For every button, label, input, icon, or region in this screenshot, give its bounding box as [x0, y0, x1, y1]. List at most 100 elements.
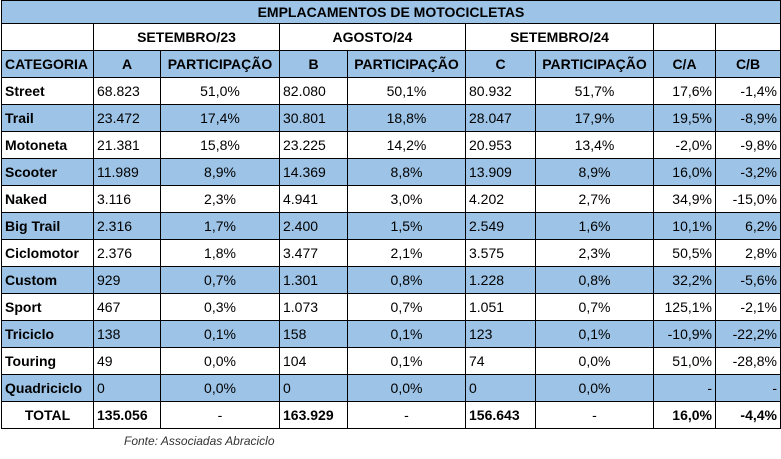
- column-header: C: [465, 50, 536, 78]
- column-header: C/B: [715, 50, 781, 78]
- value-cell: 82.080: [279, 77, 348, 105]
- value-cell: 20.953: [465, 131, 536, 159]
- value-cell: -: [715, 374, 781, 402]
- category-cell: Ciclomotor: [1, 239, 94, 267]
- total-value-cell: -: [160, 401, 280, 429]
- value-cell: -22,2%: [715, 320, 781, 348]
- value-cell: 11.989: [93, 158, 161, 186]
- value-cell: 32,2%: [653, 266, 716, 294]
- value-cell: 1.073: [279, 293, 348, 321]
- column-header-row: CATEGORIA A PARTICIPAÇÃO B PARTICIPAÇÃO …: [1, 50, 781, 78]
- value-cell: 158: [279, 320, 348, 348]
- period-header-row: SETEMBRO/23 AGOSTO/24 SETEMBRO/24: [1, 23, 781, 51]
- category-cell: Scooter: [1, 158, 94, 186]
- value-cell: 0,0%: [347, 374, 466, 402]
- value-cell: 3.477: [279, 239, 348, 267]
- column-header: CATEGORIA: [1, 50, 94, 78]
- column-header: C/A: [653, 50, 716, 78]
- category-cell: Quadriciclo: [1, 374, 94, 402]
- value-cell: 51,7%: [535, 77, 654, 105]
- value-cell: 0,0%: [535, 347, 654, 375]
- category-cell: Naked: [1, 185, 94, 213]
- value-cell: 0: [279, 374, 348, 402]
- value-cell: 1.301: [279, 266, 348, 294]
- value-cell: 2.400: [279, 212, 348, 240]
- value-cell: 2,8%: [715, 239, 781, 267]
- value-cell: 18,8%: [347, 104, 466, 132]
- value-cell: 13.909: [465, 158, 536, 186]
- value-cell: 0,8%: [347, 266, 466, 294]
- value-cell: 1,8%: [160, 239, 280, 267]
- total-value-cell: -: [535, 401, 654, 429]
- value-cell: 3.116: [93, 185, 161, 213]
- category-cell: Touring: [1, 347, 94, 375]
- table-row: Street 68.823 51,0% 82.080 50,1% 80.932 51,7% 1…: [1, 77, 781, 105]
- value-cell: 1,6%: [535, 212, 654, 240]
- value-cell: 21.381: [93, 131, 161, 159]
- value-cell: 8,9%: [535, 158, 654, 186]
- value-cell: -10,9%: [653, 320, 716, 348]
- value-cell: 15,8%: [160, 131, 280, 159]
- value-cell: 51,0%: [653, 347, 716, 375]
- value-cell: -3,2%: [715, 158, 781, 186]
- category-cell: Custom: [1, 266, 94, 294]
- value-cell: -28,8%: [715, 347, 781, 375]
- category-cell: Triciclo: [1, 320, 94, 348]
- value-cell: 4.202: [465, 185, 536, 213]
- total-row: TOTAL 135.056-163.929-156.643-16,0% -4,4%: [1, 401, 781, 429]
- value-cell: 34,9%: [653, 185, 716, 213]
- value-cell: 0,0%: [160, 347, 280, 375]
- value-cell: 8,8%: [347, 158, 466, 186]
- category-cell: Big Trail: [1, 212, 94, 240]
- value-cell: 0,1%: [347, 320, 466, 348]
- value-cell: 30.801: [279, 104, 348, 132]
- value-cell: 2.316: [93, 212, 161, 240]
- value-cell: 1,7%: [160, 212, 280, 240]
- table-row: Motoneta 21.381 15,8% 23.225 14,2% 20.953 13,4…: [1, 131, 781, 159]
- value-cell: 138: [93, 320, 161, 348]
- value-cell: -5,6%: [715, 266, 781, 294]
- value-cell: 28.047: [465, 104, 536, 132]
- value-cell: 16,0%: [653, 158, 716, 186]
- column-header: PARTICIPAÇÃO: [347, 50, 466, 78]
- value-cell: 74: [465, 347, 536, 375]
- value-cell: 104: [279, 347, 348, 375]
- value-cell: 3.575: [465, 239, 536, 267]
- value-cell: 8,9%: [160, 158, 280, 186]
- table-row: Sport 467 0,3% 1.073 0,7% 1.051 0,7% 125,1% -2,1…: [1, 293, 781, 321]
- value-cell: 17,6%: [653, 77, 716, 105]
- value-cell: 50,5%: [653, 239, 716, 267]
- value-cell: -1,4%: [715, 77, 781, 105]
- total-value-cell: 135.056: [93, 401, 161, 429]
- value-cell: -2,1%: [715, 293, 781, 321]
- source-note: Fonte: Associadas Abraciclo: [124, 434, 275, 448]
- value-cell: 0: [465, 374, 536, 402]
- value-cell: 2,3%: [535, 239, 654, 267]
- value-cell: 2,7%: [535, 185, 654, 213]
- value-cell: 1,5%: [347, 212, 466, 240]
- value-cell: 2,1%: [347, 239, 466, 267]
- value-cell: 2.376: [93, 239, 161, 267]
- value-cell: 10,1%: [653, 212, 716, 240]
- value-cell: 0: [93, 374, 161, 402]
- value-cell: 0,0%: [535, 374, 654, 402]
- table-row: Custom 929 0,7% 1.301 0,8% 1.228 0,8% 32,2% -5,6…: [1, 266, 781, 294]
- total-value-cell: -: [347, 401, 466, 429]
- value-cell: -15,0%: [715, 185, 781, 213]
- column-header: A: [93, 50, 161, 78]
- value-cell: 6,2%: [715, 212, 781, 240]
- value-cell: 23.225: [279, 131, 348, 159]
- category-cell: Sport: [1, 293, 94, 321]
- value-cell: -: [653, 374, 716, 402]
- value-cell: 17,4%: [160, 104, 280, 132]
- value-cell: 68.823: [93, 77, 161, 105]
- value-cell: 0,7%: [160, 266, 280, 294]
- value-cell: 80.932: [465, 77, 536, 105]
- value-cell: 19,5%: [653, 104, 716, 132]
- value-cell: 14,2%: [347, 131, 466, 159]
- value-cell: 49: [93, 347, 161, 375]
- value-cell: 4.941: [279, 185, 348, 213]
- table-row: Triciclo 138 0,1% 158 0,1% 123 0,1% -10,9% -22,2…: [1, 320, 781, 348]
- value-cell: 125,1%: [653, 293, 716, 321]
- period-header-setembro-23: SETEMBRO/23: [93, 23, 280, 51]
